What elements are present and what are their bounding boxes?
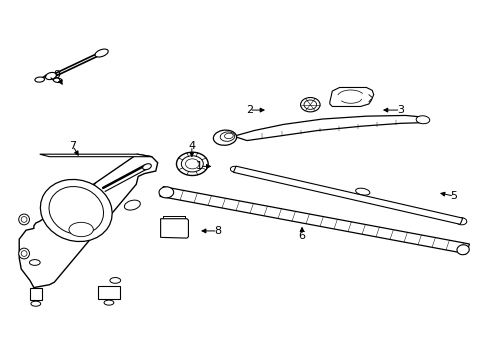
Ellipse shape [224,133,233,139]
Ellipse shape [21,251,27,256]
Polygon shape [233,116,424,140]
Text: 3: 3 [396,105,403,115]
Ellipse shape [220,132,234,141]
Ellipse shape [176,152,208,176]
Ellipse shape [45,72,56,80]
Ellipse shape [355,188,369,195]
Ellipse shape [185,159,199,169]
Text: 4: 4 [188,141,195,151]
Text: 7: 7 [69,141,76,151]
Ellipse shape [104,300,114,305]
Polygon shape [329,87,373,107]
Ellipse shape [181,156,203,172]
Polygon shape [160,219,188,238]
Ellipse shape [21,217,27,222]
Text: 6: 6 [298,231,305,240]
Ellipse shape [455,218,466,225]
Ellipse shape [456,245,468,255]
Text: 2: 2 [245,105,252,115]
Ellipse shape [300,98,320,112]
Ellipse shape [53,78,62,82]
Ellipse shape [49,186,103,234]
Polygon shape [160,186,468,254]
Polygon shape [19,154,158,288]
Text: 9: 9 [53,70,60,80]
Ellipse shape [19,248,29,259]
Ellipse shape [110,278,121,283]
Polygon shape [40,154,152,157]
Ellipse shape [95,49,108,57]
Ellipse shape [230,166,239,172]
Ellipse shape [29,260,40,265]
Ellipse shape [304,100,316,109]
Ellipse shape [35,77,44,82]
Ellipse shape [124,200,140,210]
Ellipse shape [41,179,112,242]
Ellipse shape [213,130,236,145]
Ellipse shape [19,214,29,225]
Ellipse shape [159,187,173,198]
Polygon shape [233,166,462,224]
Text: 5: 5 [450,191,457,201]
Ellipse shape [415,116,429,124]
Ellipse shape [142,164,151,170]
Ellipse shape [31,301,41,306]
Ellipse shape [69,222,93,237]
Polygon shape [98,286,120,299]
Text: 8: 8 [214,226,221,236]
Polygon shape [30,288,42,300]
Text: 1: 1 [196,161,203,171]
